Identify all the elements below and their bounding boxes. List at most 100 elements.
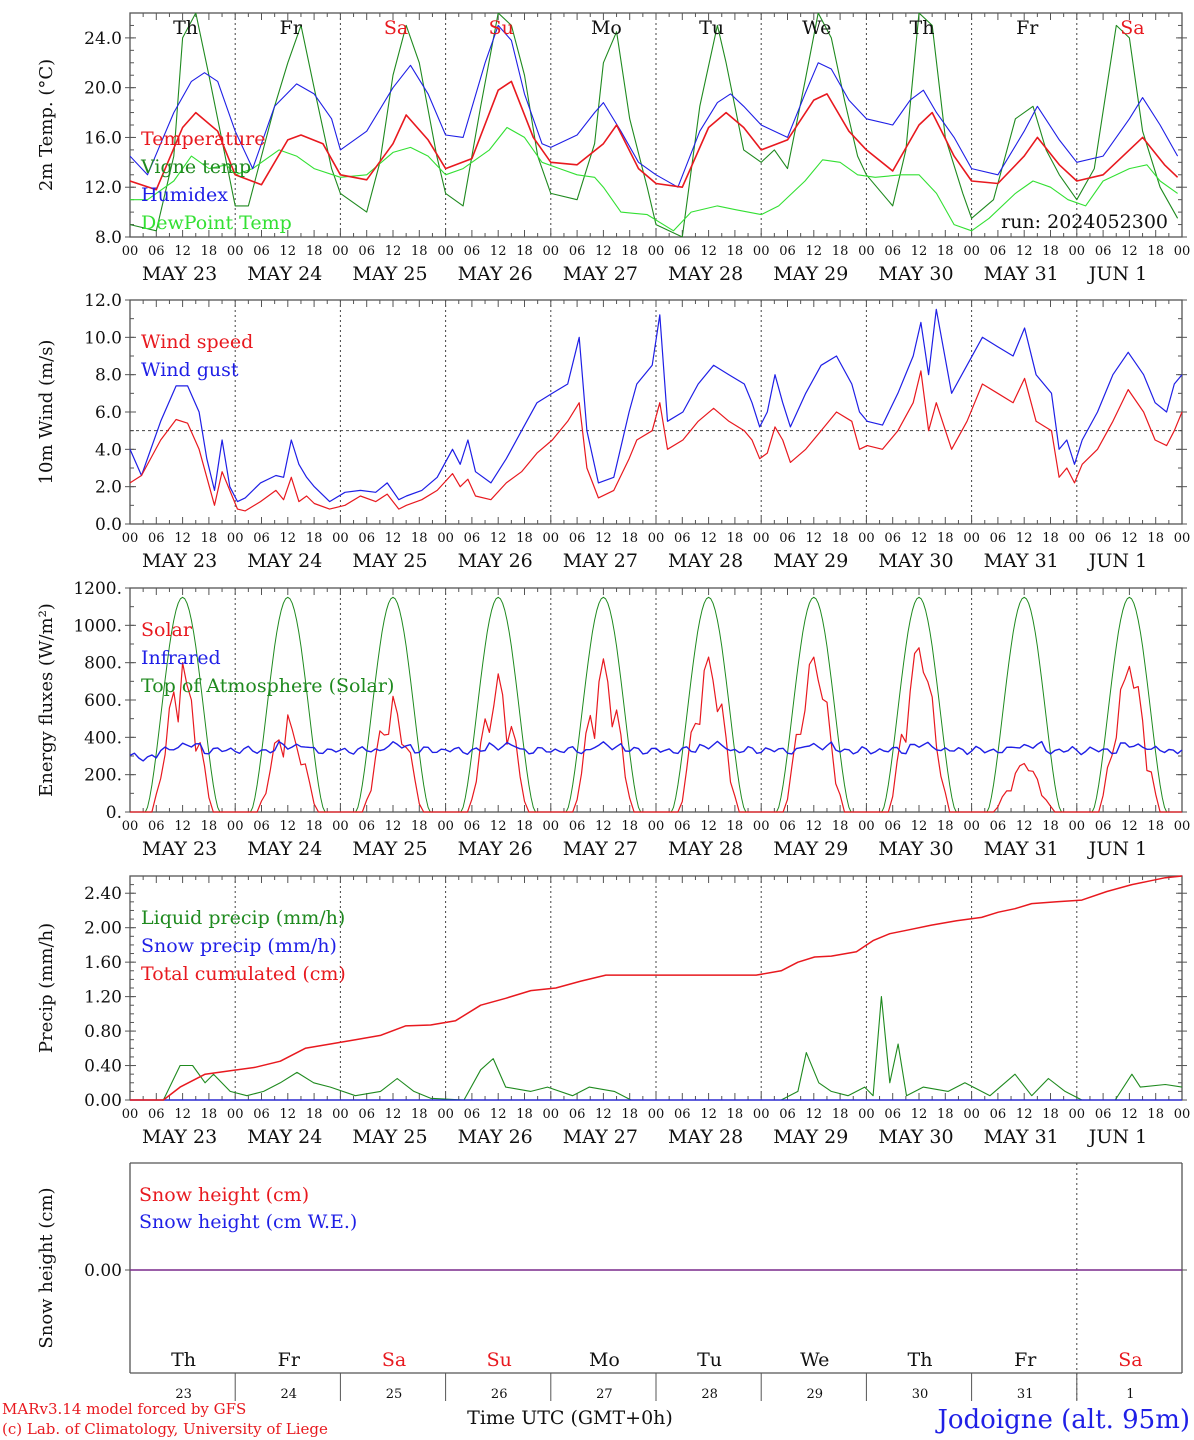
y-tick-label: 1.60	[84, 953, 122, 973]
hour-tick-label: 06	[358, 244, 375, 259]
hour-tick-label: 18	[1042, 531, 1059, 546]
y-tick-label: 24.0	[84, 29, 122, 49]
hour-tick-label: 18	[621, 244, 638, 259]
day-name: Fr	[1014, 1349, 1037, 1371]
hour-tick-label: 00	[1069, 819, 1086, 834]
date-label: MAY 26	[458, 550, 533, 572]
hour-tick-label: 12	[490, 244, 507, 259]
hour-tick-label: 06	[779, 1107, 796, 1122]
date-label: MAY 31	[984, 550, 1059, 572]
hour-tick-label: 00	[332, 244, 349, 259]
hour-tick-label: 18	[727, 531, 744, 546]
y-axis-label: 10m Wind (m/s)	[36, 340, 57, 485]
hour-tick-label: 00	[753, 531, 770, 546]
hour-tick-label: 18	[306, 819, 323, 834]
date-label: MAY 27	[563, 263, 638, 285]
hour-tick-label: 06	[464, 531, 481, 546]
hour-tick-label: 12	[595, 819, 612, 834]
y-tick-label: 2.00	[84, 919, 122, 939]
series-line	[130, 875, 1183, 1101]
hour-tick-label: 18	[832, 531, 849, 546]
hour-tick-label: 18	[516, 819, 533, 834]
hour-tick-label: 06	[1095, 819, 1112, 834]
date-label: MAY 29	[773, 1126, 848, 1148]
y-axis-label: Snow height (cm)	[36, 1187, 57, 1348]
hour-tick-label: 00	[1069, 244, 1086, 259]
hour-tick-label: 00	[543, 819, 560, 834]
station-title: Jodoigne (alt. 95m)	[934, 1405, 1190, 1435]
hour-tick-label: 06	[253, 244, 270, 259]
date-label: MAY 28	[668, 838, 743, 860]
y-tick-label: 0.	[106, 803, 122, 823]
hour-tick-label: 12	[280, 531, 297, 546]
y-tick-label: 10.0	[84, 328, 122, 348]
day-name: Su	[487, 1349, 512, 1371]
y-tick-label: 4.0	[95, 440, 122, 460]
date-label: MAY 28	[668, 263, 743, 285]
hour-tick-label: 12	[1121, 531, 1138, 546]
hour-tick-label: 06	[569, 1107, 586, 1122]
hour-tick-label: 18	[621, 1107, 638, 1122]
hour-tick-label: 18	[516, 531, 533, 546]
legend-entry: DewPoint Temp	[141, 212, 292, 234]
hour-tick-label: 18	[1147, 531, 1164, 546]
hour-tick-label: 12	[1016, 531, 1033, 546]
hour-tick-label: 12	[911, 531, 928, 546]
hour-tick-label: 12	[490, 531, 507, 546]
hour-tick-label: 12	[806, 1107, 823, 1122]
date-label: MAY 23	[142, 838, 217, 860]
day-number: 29	[807, 1387, 824, 1402]
hour-tick-label: 12	[1016, 244, 1033, 259]
hour-tick-label: 12	[280, 244, 297, 259]
hour-tick-label: 12	[700, 244, 717, 259]
series-line	[130, 13, 1179, 237]
day-name: Th	[908, 1349, 933, 1371]
hour-tick-label: 18	[516, 244, 533, 259]
hour-tick-label: 12	[1121, 819, 1138, 834]
hour-tick-label: 12	[911, 819, 928, 834]
legend-entry: Temperature	[141, 128, 265, 150]
hour-tick-label: 00	[858, 244, 875, 259]
hour-tick-label: 06	[148, 819, 165, 834]
hour-tick-label: 18	[411, 1107, 428, 1122]
hour-tick-label: 12	[174, 244, 191, 259]
hour-tick-label: 18	[411, 244, 428, 259]
date-label: MAY 23	[142, 550, 217, 572]
hour-tick-label: 00	[437, 819, 454, 834]
day-name: Mo	[589, 1349, 620, 1371]
date-label: MAY 24	[247, 550, 322, 572]
hour-tick-label: 00	[1174, 1107, 1191, 1122]
panel-2: 0.0 2.0 4.0 6.0 8.0 10.0 12.0 10m Wind (m/s) Win…	[36, 291, 1190, 572]
legend-entry: Snow precip (mm/h)	[141, 935, 337, 957]
y-tick-label: 0.40	[84, 1057, 122, 1077]
legend-entry: Infrared	[141, 647, 221, 669]
date-label: MAY 29	[773, 263, 848, 285]
y-axis-label: Precip (mm/h)	[36, 923, 57, 1053]
y-tick-label: 0.80	[84, 1022, 122, 1042]
day-number: 26	[491, 1387, 508, 1402]
date-label: MAY 31	[984, 263, 1059, 285]
hour-tick-label: 06	[674, 244, 691, 259]
hour-tick-label: 00	[227, 819, 244, 834]
hour-tick-label: 00	[858, 819, 875, 834]
date-label: MAY 29	[773, 838, 848, 860]
hour-tick-label: 12	[280, 1107, 297, 1122]
hour-tick-label: 12	[174, 1107, 191, 1122]
date-label: MAY 26	[458, 838, 533, 860]
hour-tick-label: 06	[1095, 531, 1112, 546]
hour-tick-label: 06	[779, 819, 796, 834]
day-number: 31	[1017, 1387, 1034, 1402]
hour-tick-label: 12	[595, 244, 612, 259]
hour-tick-label: 12	[806, 819, 823, 834]
hour-tick-label: 00	[963, 244, 980, 259]
hour-tick-label: 18	[306, 531, 323, 546]
hour-tick-label: 00	[753, 819, 770, 834]
hour-tick-label: 12	[911, 1107, 928, 1122]
y-tick-label: 8.0	[95, 366, 122, 386]
hour-tick-label: 06	[1095, 1107, 1112, 1122]
day-name: Tu	[699, 17, 724, 39]
hour-tick-label: 06	[569, 531, 586, 546]
legend-entry: Humidex	[141, 184, 228, 206]
series-line	[130, 24, 1179, 188]
hour-tick-label: 06	[990, 531, 1007, 546]
